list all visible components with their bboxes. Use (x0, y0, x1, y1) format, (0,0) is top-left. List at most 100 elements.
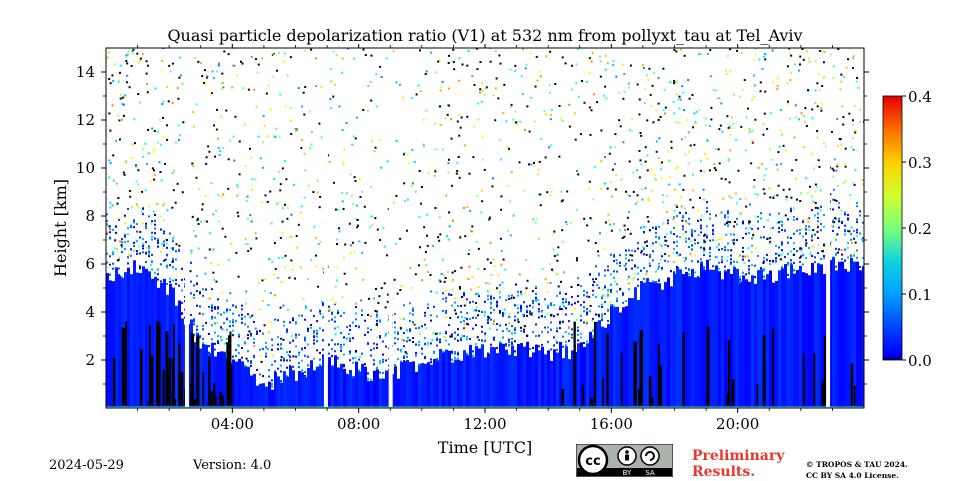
signal-point (769, 240, 772, 243)
signal-point (549, 262, 552, 265)
layer-fringe (550, 348, 552, 351)
signal-point (861, 179, 864, 182)
signal-point (227, 158, 230, 161)
signal-point (249, 214, 252, 217)
layer-fringe (496, 328, 498, 331)
layer-fringe (571, 313, 573, 316)
layer-fringe (238, 314, 240, 317)
signal-point (838, 137, 841, 140)
cloud-streak (121, 327, 125, 406)
signal-point (246, 217, 249, 220)
layer-fringe (448, 293, 450, 296)
signal-point (131, 206, 134, 209)
layer-fringe (316, 332, 318, 335)
layer-fringe (619, 264, 621, 267)
signal-point (134, 142, 137, 145)
signal-point (312, 191, 315, 194)
signal-point (463, 304, 466, 307)
signal-point (546, 191, 549, 194)
layer-fringe (556, 341, 558, 344)
layer-fringe (847, 218, 849, 221)
signal-point (426, 244, 429, 247)
signal-point (406, 198, 409, 201)
layer-fringe (649, 264, 651, 267)
layer-fringe (565, 292, 567, 295)
signal-point (521, 92, 524, 95)
signal-point (116, 202, 119, 205)
layer-column (256, 385, 259, 407)
signal-point (174, 141, 177, 144)
layer-fringe (520, 304, 522, 307)
layer-fringe (481, 310, 483, 313)
layer-fringe (283, 357, 285, 360)
signal-point (172, 189, 175, 192)
layer-column (787, 278, 790, 407)
layer-fringe (355, 312, 357, 315)
layer-fringe (118, 274, 120, 277)
layer-column (850, 257, 853, 407)
signal-point (630, 117, 633, 120)
layer-fringe (832, 229, 834, 232)
signal-point (438, 216, 441, 219)
layer-fringe (163, 243, 165, 246)
layer-fringe (730, 233, 732, 236)
signal-point (668, 159, 671, 162)
signal-point (115, 43, 117, 45)
signal-point (840, 209, 843, 212)
layer-fringe (175, 267, 177, 270)
signal-point (789, 52, 792, 55)
signal-point (403, 200, 406, 203)
cloud-streak (219, 391, 222, 406)
layer-fringe (616, 262, 618, 265)
layer-fringe (313, 330, 315, 333)
signal-point (448, 211, 451, 214)
signal-point (251, 218, 254, 221)
signal-point (406, 336, 409, 339)
signal-point (499, 62, 502, 65)
signal-point (476, 194, 479, 197)
signal-point (135, 203, 138, 206)
layer-fringe (214, 306, 216, 309)
data-gap (826, 48, 831, 408)
signal-point (800, 191, 803, 194)
signal-point (451, 288, 454, 291)
layer-column (106, 273, 109, 407)
layer-fringe (286, 331, 288, 334)
signal-point (472, 156, 475, 159)
layer-fringe (409, 328, 411, 331)
layer-fringe (622, 301, 624, 304)
y-tick-label: 8 (85, 207, 95, 225)
layer-fringe (235, 305, 237, 308)
signal-point (531, 312, 534, 315)
layer-column (760, 269, 763, 407)
signal-point (766, 219, 769, 222)
layer-fringe (367, 331, 369, 334)
signal-point (861, 238, 864, 241)
signal-point (342, 256, 345, 259)
layer-fringe (817, 226, 819, 229)
signal-point (473, 83, 476, 86)
layer-fringe (214, 316, 216, 319)
layer-column (631, 298, 634, 407)
layer-fringe (112, 267, 114, 270)
signal-point (550, 114, 553, 117)
layer-fringe (808, 247, 810, 250)
layer-fringe (766, 253, 768, 256)
layer-fringe (694, 239, 696, 242)
signal-point (260, 360, 263, 363)
signal-point (629, 254, 632, 257)
layer-fringe (250, 360, 252, 363)
layer-fringe (247, 360, 249, 363)
layer-fringe (517, 319, 519, 322)
signal-point (351, 241, 354, 244)
signal-point (574, 138, 577, 141)
signal-point (477, 286, 480, 289)
signal-point (660, 177, 663, 180)
signal-point (822, 75, 825, 78)
signal-point (293, 184, 296, 187)
signal-point (121, 103, 124, 106)
signal-point (136, 52, 139, 55)
signal-point (237, 343, 240, 346)
layer-column (586, 343, 589, 407)
